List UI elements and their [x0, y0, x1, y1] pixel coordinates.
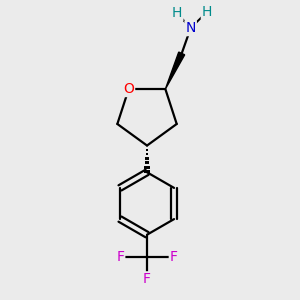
Text: O: O [123, 82, 134, 96]
Polygon shape [165, 52, 185, 89]
Text: H: H [172, 6, 182, 20]
Text: F: F [116, 250, 124, 264]
Text: F: F [170, 250, 178, 264]
Text: N: N [185, 21, 196, 35]
Text: H: H [202, 5, 212, 19]
Text: F: F [143, 272, 151, 286]
